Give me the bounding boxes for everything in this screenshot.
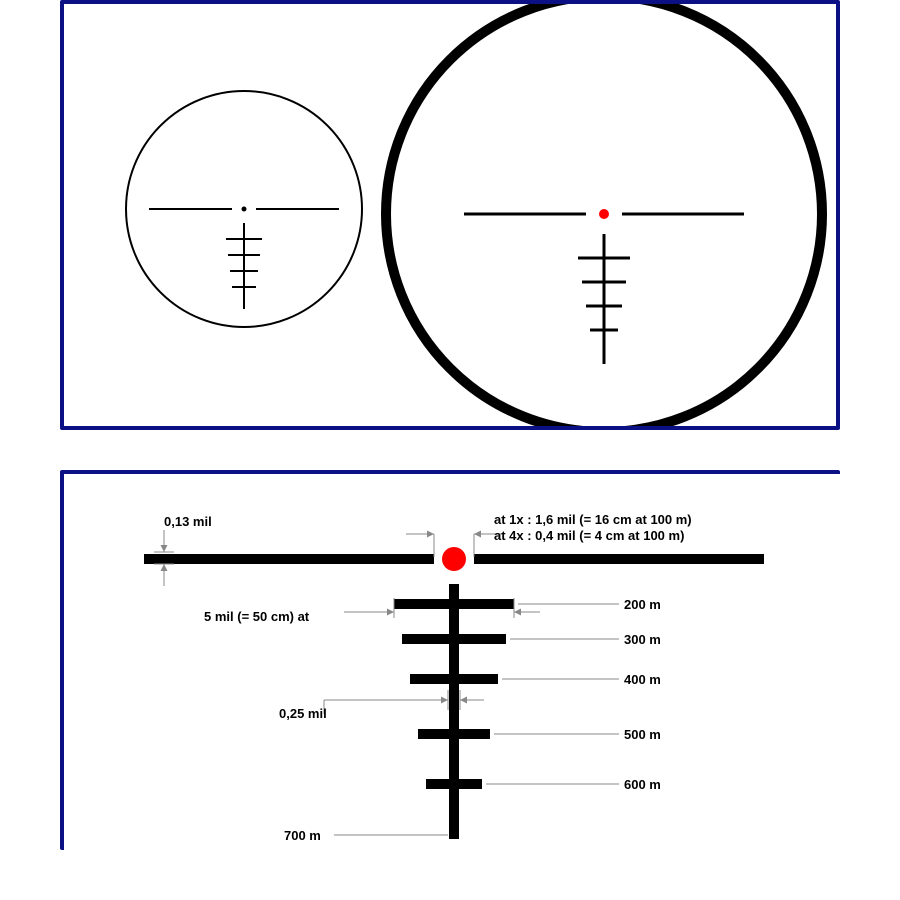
- label-0.25-mil: 0,25 mil: [279, 706, 327, 722]
- annotated-reticle-svg: [64, 474, 844, 854]
- label-700m: 700 m: [284, 828, 321, 844]
- label-mag-1x: at 1x : 1,6 mil (= 16 cm at 100 m): [494, 512, 692, 527]
- label-500m: 500 m: [624, 727, 661, 743]
- label-400m: 400 m: [624, 672, 661, 688]
- scope-pair-svg: [64, 4, 840, 430]
- top-scope-panel: [60, 0, 840, 430]
- label-600m: 600 m: [624, 777, 661, 793]
- label-200m: 200 m: [624, 597, 661, 613]
- label-mag-4x: at 4x : 0,4 mil (= 4 cm at 100 m): [494, 528, 684, 543]
- label-0.13-mil: 0,13 mil: [164, 514, 212, 530]
- label-300m: 300 m: [624, 632, 661, 648]
- annotated-reticle-panel: 0,13 mil at 1x : 1,6 mil (= 16 cm at 100…: [60, 470, 840, 850]
- label-magnification: at 1x : 1,6 mil (= 16 cm at 100 m) at 4x…: [494, 512, 692, 545]
- label-5-mil: 5 mil (= 50 cm) at: [204, 609, 309, 625]
